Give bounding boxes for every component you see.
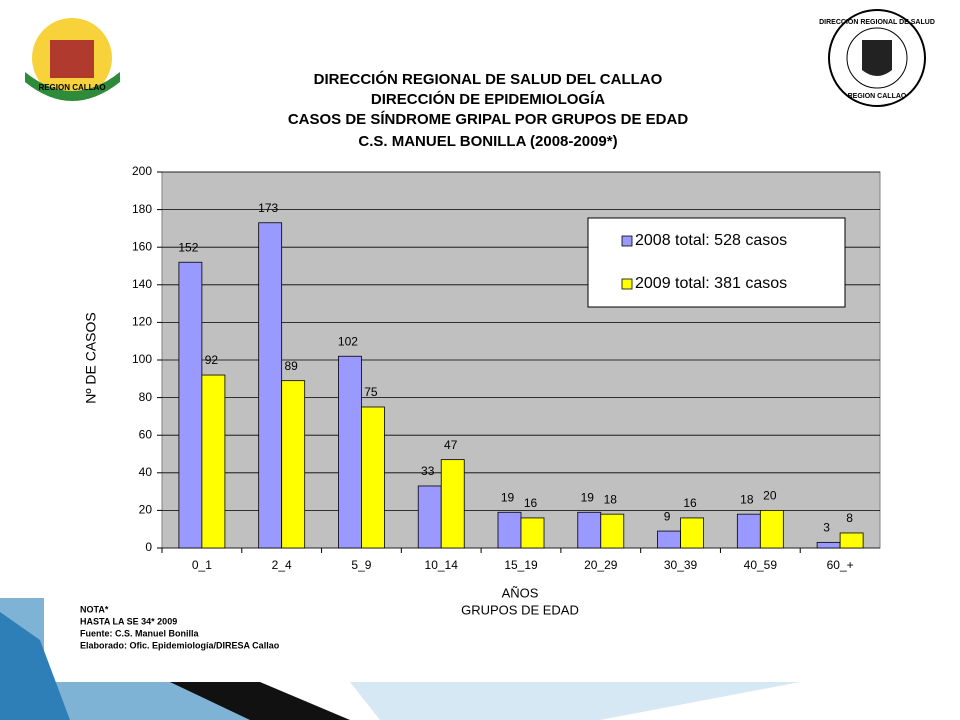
y-tick-label: 200 (132, 164, 152, 178)
y-tick-label: 160 (132, 239, 152, 253)
data-label: 8 (846, 511, 853, 525)
bar (736, 513, 761, 549)
x-tick-label: 20_29 (584, 558, 618, 572)
title-line: C.S. MANUEL BONILLA (2008-2009*) (358, 133, 617, 150)
bar (577, 511, 602, 549)
x-tick-label: 0_1 (192, 558, 212, 572)
title-line: DIRECCIÓN REGIONAL DE SALUD DEL CALLAO (314, 70, 663, 88)
x-tick-label: 5_9 (351, 558, 371, 572)
legend-box (587, 217, 846, 308)
legend-swatch (621, 278, 633, 290)
legend-label: 2008 total: 528 casos (635, 232, 787, 249)
y-tick-label: 120 (132, 315, 152, 329)
x-axis-label: AÑOS (502, 585, 539, 600)
x-axis-label: GRUPOS DE EDAD (461, 602, 579, 617)
bar (417, 485, 442, 549)
data-label: 16 (683, 496, 697, 510)
bar (440, 459, 465, 549)
data-label: 3 (823, 521, 830, 535)
data-label: 173 (258, 201, 278, 215)
note: HASTA LA SE 34* 2009 (80, 616, 177, 626)
legend-swatch (621, 235, 633, 247)
logo-ribbon (25, 72, 120, 101)
legend-label: 2009 total: 381 casos (635, 275, 787, 292)
bar (178, 261, 203, 549)
note: NOTA* (80, 604, 109, 614)
y-tick-label: 20 (139, 503, 153, 517)
bar (497, 511, 522, 549)
y-tick-label: 60 (139, 427, 153, 441)
data-label: 152 (178, 240, 198, 254)
logo-shield (862, 40, 892, 76)
bar (680, 517, 704, 549)
x-tick-label: 10_14 (425, 558, 459, 572)
data-label: 47 (444, 438, 458, 452)
data-label: 89 (284, 359, 298, 373)
y-axis-label: Nº DE CASOS (83, 312, 99, 403)
x-tick-label: 15_19 (504, 558, 538, 572)
data-label: 92 (205, 353, 219, 367)
data-label: 19 (501, 490, 515, 504)
corner-decoration (0, 598, 350, 720)
corner-stripe (170, 682, 350, 720)
bar (201, 374, 226, 549)
data-label: 18 (604, 492, 618, 506)
title-line: DIRECCIÓN DE EPIDEMIOLOGÍA (371, 90, 605, 108)
x-tick-label: 30_39 (664, 558, 698, 572)
data-label: 20 (763, 489, 777, 503)
y-tick-label: 40 (139, 465, 153, 479)
bar (361, 406, 385, 549)
data-label: 18 (740, 492, 754, 506)
x-tick-label: 40_59 (744, 558, 778, 572)
corner-stripe (350, 682, 800, 720)
bar (258, 222, 283, 549)
corner-decoration (0, 612, 70, 720)
note: Fuente: C.S. Manuel Bonilla (80, 628, 200, 638)
bar (338, 355, 362, 549)
data-label: 16 (524, 496, 538, 510)
logo-text: REGION CALLAO (38, 83, 105, 92)
y-tick-label: 140 (132, 277, 152, 291)
data-label: 33 (421, 464, 435, 478)
data-label: 75 (364, 385, 378, 399)
plot: 0 20 40 60 80 100 120 140 160 180 200 0_1 152 92 2_4 17… (132, 164, 881, 572)
x-tick-label: 2_4 (272, 558, 292, 572)
bar (520, 517, 545, 549)
title-line: CASOS DE SÍNDROME GRIPAL POR GRUPOS DE E… (288, 111, 688, 128)
data-label: 9 (664, 509, 671, 523)
y-tick-label: 180 (132, 202, 152, 216)
y-tick-label: 80 (139, 390, 153, 404)
logo-right: DIRECCION REGIONAL DE SALUD REGION CALLA… (819, 9, 935, 107)
bar (816, 541, 841, 549)
logo-left: REGION CALLAO (25, 18, 120, 101)
logo-text: REGION CALLAO (848, 93, 907, 100)
data-label: 102 (338, 334, 358, 348)
logo-text: DIRECCION REGIONAL DE SALUD (819, 19, 935, 26)
bar (657, 530, 681, 549)
bar (281, 380, 306, 549)
data-label: 19 (581, 490, 595, 504)
logo-castle (50, 40, 94, 78)
y-tick-label: 0 (145, 540, 152, 554)
x-tick-label: 60_+ (827, 558, 854, 572)
y-tick-label: 100 (132, 352, 152, 366)
bar (600, 513, 625, 549)
note: Elaborado: Ofic. Epidemiología/DIRESA Ca… (80, 640, 280, 650)
bar (839, 532, 864, 549)
bar (759, 509, 784, 549)
